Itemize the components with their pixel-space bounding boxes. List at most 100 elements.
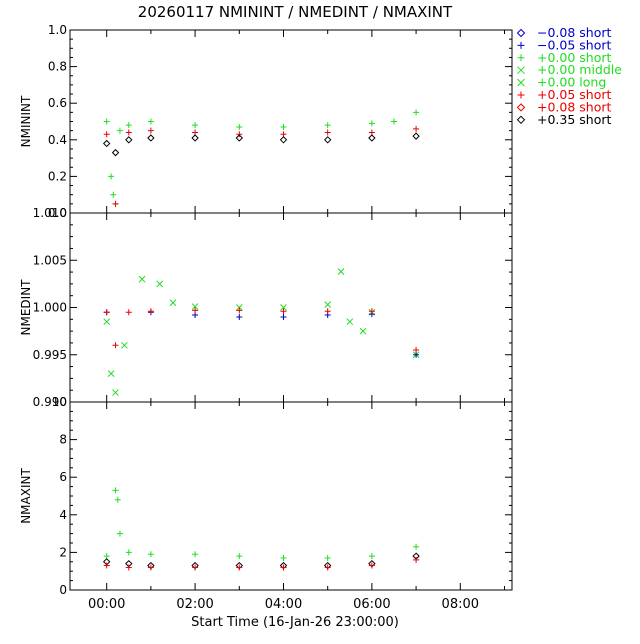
data-point bbox=[324, 308, 331, 315]
data-point bbox=[125, 309, 132, 316]
y-tick-label: 6 bbox=[59, 470, 67, 484]
data-point bbox=[147, 127, 154, 134]
data-point bbox=[323, 136, 332, 144]
y-tick-label: 1.000 bbox=[33, 301, 67, 315]
data-point bbox=[111, 148, 120, 157]
data-point bbox=[368, 134, 376, 142]
data-point bbox=[125, 136, 133, 144]
data-point bbox=[121, 341, 128, 349]
data-point bbox=[110, 191, 117, 198]
y-tick-label: 0.8 bbox=[48, 60, 67, 74]
data-point bbox=[413, 347, 420, 354]
data-point bbox=[125, 564, 132, 571]
x-tick-label: 04:00 bbox=[265, 597, 302, 612]
y-tick-label: 8 bbox=[59, 433, 67, 447]
legend-label: +0.35 short bbox=[537, 112, 612, 127]
legend-marker bbox=[517, 91, 525, 99]
legend-marker bbox=[517, 54, 525, 62]
panel-nminint: 0.0 0.2 0.4 0.6 0.8 1.0 NMININT bbox=[19, 23, 513, 220]
data-point bbox=[112, 487, 119, 494]
legend-marker bbox=[516, 115, 526, 125]
data-point bbox=[280, 313, 287, 320]
panel-nmaxint: 0 2 4 6 8 10 NMAXINT 00:00 02:00 04:00 06:00 08:00 bbox=[19, 395, 513, 612]
data-point bbox=[147, 118, 154, 125]
y-tick-label: 1.0 bbox=[48, 23, 67, 37]
series-group bbox=[102, 109, 420, 207]
plot-frame bbox=[69, 401, 513, 591]
y-tick-label: 0.2 bbox=[48, 169, 67, 183]
legend-marker bbox=[517, 78, 525, 87]
data-point bbox=[138, 275, 146, 283]
legend-label: +0.00 middle bbox=[537, 62, 622, 77]
data-point bbox=[103, 562, 110, 569]
data-point bbox=[324, 564, 331, 571]
y-tick-label: 1.005 bbox=[33, 253, 67, 267]
data-point bbox=[324, 129, 331, 136]
data-point bbox=[112, 389, 119, 396]
data-point bbox=[280, 555, 287, 562]
legend-marker bbox=[517, 41, 525, 49]
data-point bbox=[147, 564, 154, 571]
data-point bbox=[192, 122, 199, 129]
data-point bbox=[191, 303, 199, 310]
data-point bbox=[236, 553, 243, 560]
data-point bbox=[280, 564, 287, 571]
chart-title: 20260117 NMININT / NMEDINT / NMAXINT bbox=[138, 3, 453, 21]
data-point bbox=[236, 307, 243, 314]
x-tick-label: 06:00 bbox=[353, 597, 390, 612]
legend: −0.08 short−0.05 short+0.00 short+0.00 m… bbox=[516, 25, 622, 127]
data-point bbox=[368, 553, 375, 560]
data-point bbox=[280, 123, 287, 130]
data-point bbox=[236, 564, 243, 571]
y-tick-label: 10 bbox=[52, 395, 67, 409]
data-point bbox=[192, 564, 199, 571]
legend-marker bbox=[517, 66, 525, 75]
panels-group: 0.0 0.2 0.4 0.6 0.8 1.0 NMININT 0.990 0.995 1.000… bbox=[19, 23, 513, 612]
data-point bbox=[114, 496, 121, 503]
legend-label: −0.08 short bbox=[537, 25, 612, 40]
data-point bbox=[112, 342, 119, 349]
data-point bbox=[191, 134, 199, 142]
data-point bbox=[192, 551, 199, 558]
data-point bbox=[413, 543, 420, 550]
data-point bbox=[324, 301, 332, 309]
data-point bbox=[125, 549, 132, 556]
y-tick-label: 0.4 bbox=[48, 133, 67, 147]
data-point bbox=[147, 308, 154, 315]
y-tick-label: 0.6 bbox=[48, 96, 67, 110]
data-point bbox=[103, 318, 111, 326]
data-point bbox=[368, 120, 375, 127]
data-point bbox=[103, 118, 110, 125]
y-tick-label: 0.0 bbox=[48, 206, 67, 220]
y-tick-label: 2 bbox=[59, 545, 67, 559]
data-point bbox=[156, 280, 164, 288]
y-axis-label: NMAXINT bbox=[19, 468, 33, 524]
y-tick-label: 4 bbox=[59, 508, 67, 522]
data-point bbox=[346, 318, 354, 326]
plot-frame bbox=[69, 29, 513, 214]
data-point bbox=[279, 136, 288, 144]
data-point bbox=[108, 173, 115, 180]
data-point bbox=[368, 562, 375, 569]
legend-label: +0.00 short bbox=[537, 50, 612, 65]
y-axis-label: NMEDINT bbox=[19, 279, 33, 336]
data-point bbox=[324, 122, 331, 129]
x-tick-label: 00:00 bbox=[88, 597, 125, 612]
y-axis-label: NMININT bbox=[19, 95, 33, 147]
data-point bbox=[413, 125, 420, 132]
data-point bbox=[359, 327, 367, 335]
data-point bbox=[103, 309, 110, 316]
data-point bbox=[413, 556, 420, 563]
legend-label: +0.05 short bbox=[537, 87, 612, 102]
data-point bbox=[102, 139, 111, 148]
data-point bbox=[192, 307, 199, 314]
legend-label: −0.05 short bbox=[537, 37, 612, 52]
data-point bbox=[413, 109, 420, 116]
y-tick-label: 0.995 bbox=[33, 348, 67, 362]
data-point bbox=[324, 555, 331, 562]
data-point bbox=[116, 530, 123, 537]
data-point bbox=[280, 308, 287, 315]
data-point bbox=[280, 304, 287, 311]
y-tick-label: 1.010 bbox=[33, 206, 67, 220]
